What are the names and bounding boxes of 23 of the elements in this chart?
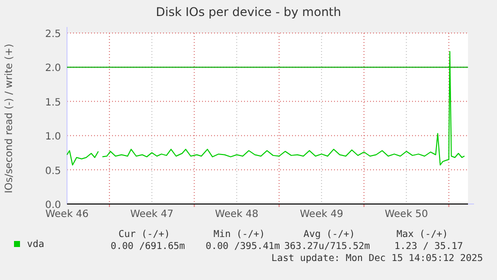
text: 0.00 /691.65m (110, 241, 186, 252)
x-tick-label: Week 46 (45, 209, 89, 220)
y-axis-title: IOs/second read (-) / write (+) (4, 44, 15, 194)
text: Cur (-/+) (118, 229, 170, 240)
y-tick-label: 1.0 (45, 132, 61, 143)
text: Min (-/+) (214, 229, 265, 240)
x-tick-label: Week 47 (130, 209, 174, 220)
x-tick-label: Week 49 (300, 209, 344, 220)
legend-label: vda (27, 239, 44, 250)
y-tick-label: 2.0 (45, 63, 61, 74)
y-tick-label: 0.5 (45, 166, 61, 177)
chart-title: Disk IOs per device - by month (156, 5, 342, 19)
text: 363.27u/715.52m (284, 241, 370, 252)
text: 1.23 / 35.17 (394, 241, 463, 252)
text: Last update: Mon Dec 15 14:05:12 2025 (271, 253, 483, 264)
text: Avg (-/+) (304, 229, 355, 240)
x-tick-label: Week 50 (384, 209, 428, 220)
y-tick-label: 2.5 (45, 29, 61, 40)
x-tick-label: Week 48 (215, 209, 258, 220)
y-tick-label: 1.5 (45, 97, 61, 108)
text: 0.00 /395.41m (206, 241, 280, 252)
text: Max (-/+) (396, 229, 448, 240)
y-tick-label: 0.0 (45, 200, 61, 211)
